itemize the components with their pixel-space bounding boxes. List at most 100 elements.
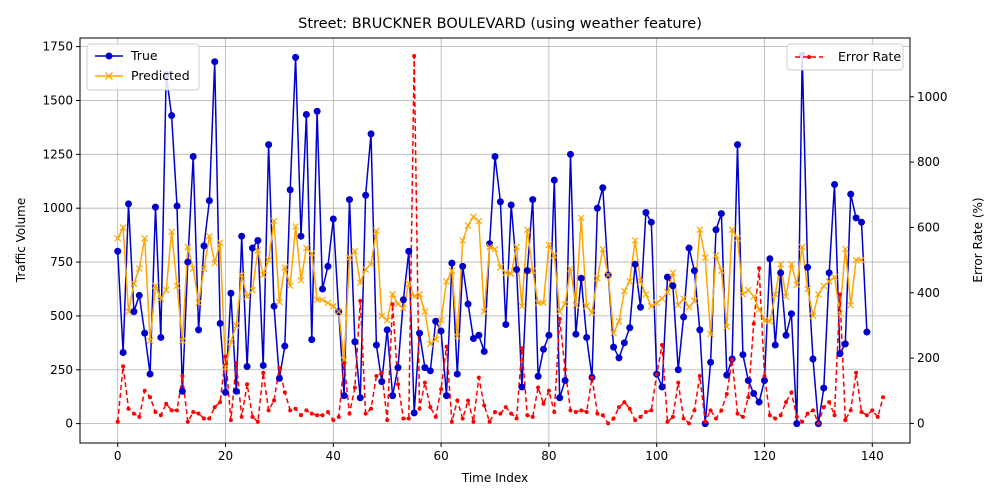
point-predicted xyxy=(723,323,731,331)
point-predicted xyxy=(421,308,429,316)
point-true xyxy=(270,302,278,310)
x-axis-ticks: 0 20 40 60 80 100 120 140 xyxy=(114,443,884,463)
point-true xyxy=(405,247,413,255)
point-true xyxy=(825,269,833,277)
legend-predicted-label: Predicted xyxy=(131,68,190,83)
x-axis-label: Time Index xyxy=(461,471,528,485)
point-predicted xyxy=(238,271,246,279)
point-true xyxy=(178,387,186,395)
point-true xyxy=(205,197,213,205)
point-predicted xyxy=(631,237,639,244)
point-predicted xyxy=(448,267,456,275)
point-error-rate xyxy=(816,421,821,426)
point-true xyxy=(184,258,192,266)
point-true xyxy=(151,203,159,211)
point-error-rate xyxy=(821,405,826,410)
point-predicted xyxy=(717,267,725,275)
point-true xyxy=(125,200,133,208)
point-error-rate xyxy=(374,374,379,379)
point-predicted xyxy=(340,356,348,364)
point-error-rate xyxy=(595,411,600,416)
point-error-rate xyxy=(304,408,309,413)
point-error-rate xyxy=(541,401,546,406)
point-true xyxy=(211,58,219,66)
point-true xyxy=(831,180,839,188)
point-true xyxy=(146,370,154,378)
point-error-rate xyxy=(201,416,206,421)
point-predicted xyxy=(496,264,504,271)
point-true xyxy=(410,409,418,417)
point-error-rate xyxy=(676,380,681,385)
point-true xyxy=(556,394,564,402)
point-true xyxy=(841,340,849,348)
point-predicted xyxy=(346,254,353,262)
point-predicted xyxy=(626,278,634,285)
point-true xyxy=(189,152,197,160)
point-error-rate xyxy=(778,413,783,418)
point-error-rate xyxy=(315,413,320,418)
point-true xyxy=(340,392,348,400)
point-true xyxy=(114,247,122,255)
right-y-tick-label: 400 xyxy=(917,286,940,300)
point-predicted xyxy=(232,322,240,330)
point-true xyxy=(442,392,450,400)
point-error-rate xyxy=(794,414,799,419)
point-predicted xyxy=(222,364,229,372)
left-y-tick-label: 1000 xyxy=(42,201,73,215)
left-y-tick-label: 0 xyxy=(65,417,73,431)
point-error-rate xyxy=(460,416,465,421)
point-error-rate xyxy=(277,365,282,370)
point-error-rate xyxy=(196,411,201,416)
left-y-tick-label: 500 xyxy=(50,309,73,323)
point-true xyxy=(717,210,725,218)
point-true xyxy=(453,370,461,378)
point-true xyxy=(631,260,639,268)
point-predicted xyxy=(378,312,386,320)
chart-title: Street: BRUCKNER BOULEVARD (using weathe… xyxy=(298,16,702,32)
legend-true-label: True xyxy=(130,48,158,63)
point-predicted xyxy=(739,290,747,298)
point-predicted xyxy=(814,290,822,298)
point-error-rate xyxy=(223,354,228,359)
point-true xyxy=(620,339,628,347)
point-error-rate xyxy=(115,419,120,424)
point-predicted xyxy=(281,264,289,271)
point-error-rate xyxy=(164,401,169,406)
point-true xyxy=(685,244,693,252)
point-predicted xyxy=(637,278,644,285)
point-error-rate xyxy=(557,316,562,321)
point-error-rate xyxy=(633,418,638,423)
point-true xyxy=(513,266,521,274)
right-y-tick-label: 1000 xyxy=(917,90,948,104)
point-predicted xyxy=(529,267,537,275)
point-true xyxy=(437,327,445,335)
point-true xyxy=(545,331,553,339)
point-error-rate xyxy=(126,406,131,411)
point-error-rate xyxy=(654,372,659,377)
point-predicted xyxy=(184,243,192,251)
point-true xyxy=(690,267,698,275)
point-true xyxy=(259,361,267,369)
point-error-rate xyxy=(832,413,837,418)
point-predicted xyxy=(211,259,219,267)
point-error-rate xyxy=(665,419,670,424)
point-error-rate xyxy=(282,390,287,395)
point-error-rate xyxy=(784,400,789,405)
point-error-rate xyxy=(670,414,675,419)
point-predicted xyxy=(319,296,326,304)
point-true xyxy=(378,378,386,386)
point-error-rate xyxy=(584,409,589,414)
point-true xyxy=(734,141,742,149)
point-true xyxy=(777,269,785,277)
point-true xyxy=(421,364,429,372)
point-predicted xyxy=(432,336,440,344)
point-error-rate xyxy=(552,409,557,414)
point-predicted xyxy=(572,301,580,309)
point-predicted xyxy=(399,304,407,312)
point-true xyxy=(820,384,828,392)
point-true xyxy=(707,358,715,366)
point-predicted xyxy=(335,308,343,316)
point-error-rate xyxy=(137,414,142,419)
point-predicted xyxy=(847,301,855,309)
point-predicted xyxy=(793,281,801,289)
